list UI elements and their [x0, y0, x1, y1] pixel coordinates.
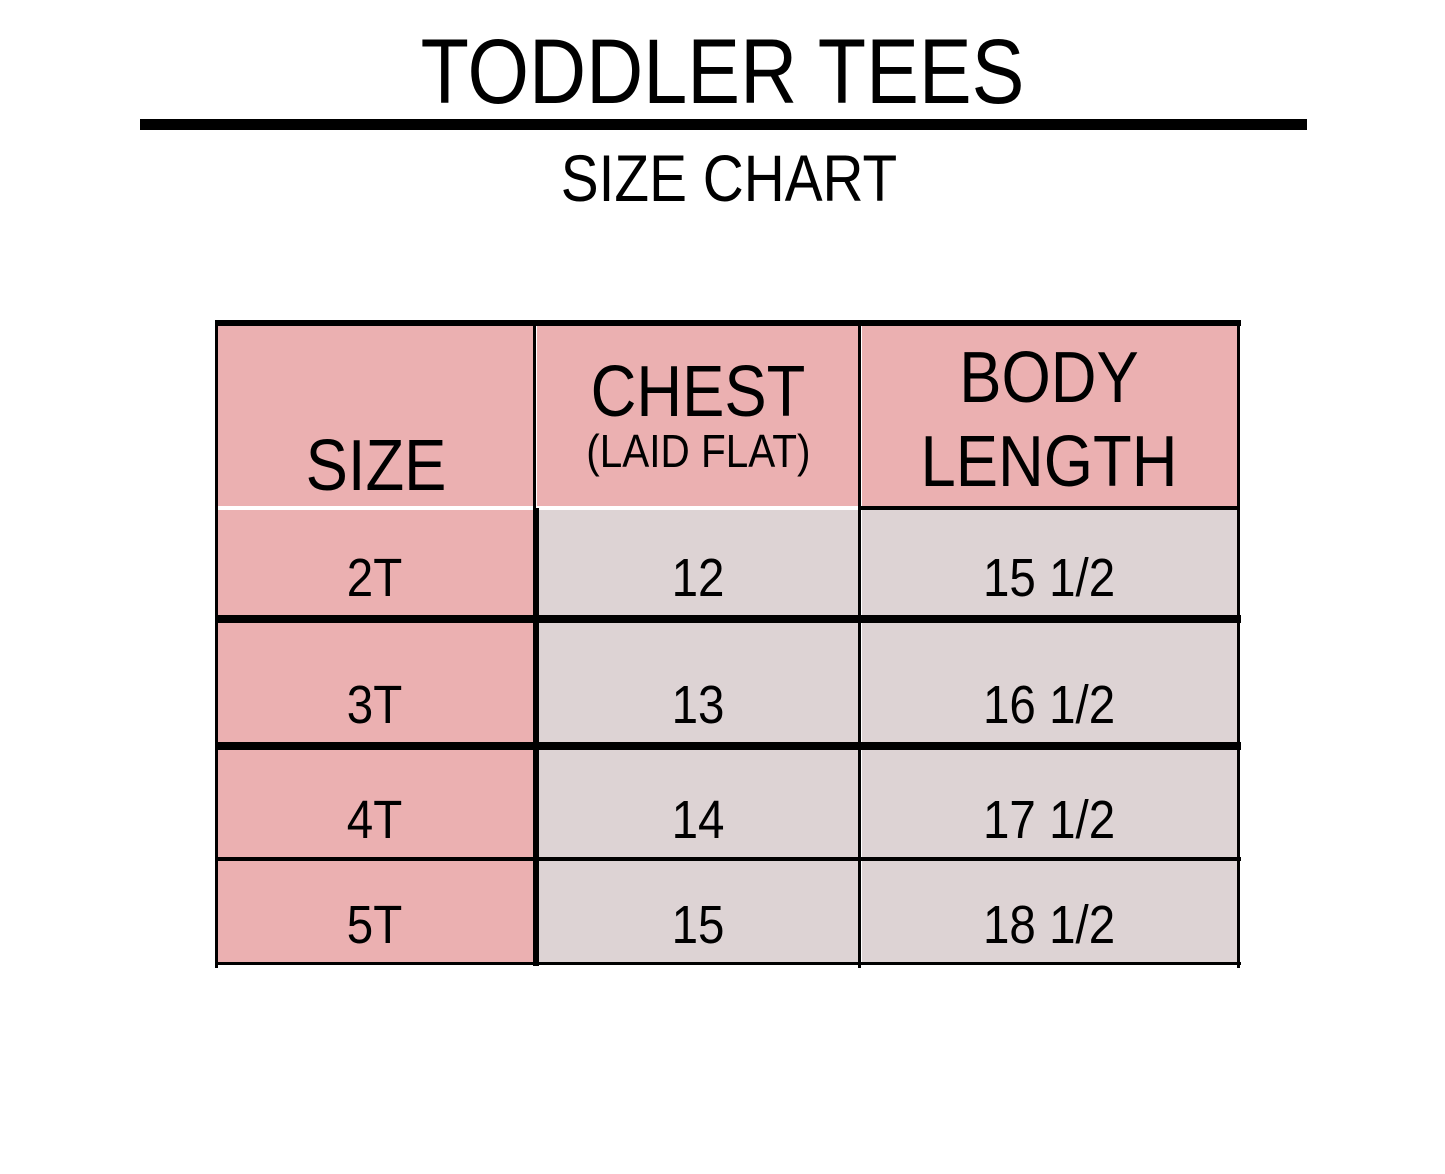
cell-chest: 12: [539, 510, 858, 615]
cell-length-value: 15 1/2: [983, 548, 1116, 608]
cell-chest: 14: [539, 750, 858, 857]
table-bottom-border: [215, 962, 1241, 965]
cell-size: 2T: [217, 510, 533, 615]
cell-size-value: 4T: [347, 790, 403, 850]
header-body-label: BODY: [959, 338, 1140, 418]
row-divider: [215, 742, 1241, 750]
cell-chest: 15: [539, 861, 858, 962]
cell-size-value: 5T: [347, 895, 403, 955]
col-divider: [533, 320, 536, 510]
header-chest-sublabel: (LAID FLAT): [585, 425, 811, 477]
cell-chest-value: 13: [672, 675, 725, 735]
header-chest: CHEST (LAID FLAT): [537, 326, 859, 506]
col-divider: [533, 508, 539, 966]
cell-length-value: 18 1/2: [983, 895, 1116, 955]
cell-size: 4T: [217, 750, 533, 857]
header-length-label: LENGTH: [920, 422, 1178, 502]
title-divider: [140, 119, 1307, 130]
cell-chest: 13: [539, 623, 858, 742]
page-title: TODDLER TEES: [420, 21, 1025, 123]
table-right-border: [1237, 320, 1240, 968]
cell-chest-value: 14: [672, 790, 725, 850]
header-size: SIZE: [217, 326, 535, 506]
cell-size-value: 2T: [347, 548, 403, 608]
cell-chest-value: 12: [672, 548, 725, 608]
cell-length-value: 16 1/2: [983, 675, 1116, 735]
cell-length: 18 1/2: [862, 861, 1237, 962]
cell-size-value: 3T: [347, 675, 403, 735]
table-top-border: [215, 320, 1241, 326]
cell-chest-value: 15: [672, 895, 725, 955]
row-divider: [215, 857, 1241, 861]
header-chest-label: CHEST: [590, 352, 806, 432]
cell-length: 17 1/2: [862, 750, 1237, 857]
cell-length-value: 17 1/2: [983, 790, 1116, 850]
cell-size: 3T: [217, 623, 533, 742]
header-body-length: BODY LENGTH: [862, 326, 1237, 506]
table-left-border: [215, 320, 218, 968]
cell-length: 15 1/2: [862, 510, 1237, 615]
row-divider: [860, 506, 1240, 510]
row-divider: [215, 615, 1241, 623]
cell-length: 16 1/2: [862, 623, 1237, 742]
page-subtitle: SIZE CHART: [560, 141, 898, 215]
header-size-label: SIZE: [305, 426, 447, 506]
cell-size: 5T: [217, 861, 533, 962]
col-divider: [858, 320, 861, 968]
